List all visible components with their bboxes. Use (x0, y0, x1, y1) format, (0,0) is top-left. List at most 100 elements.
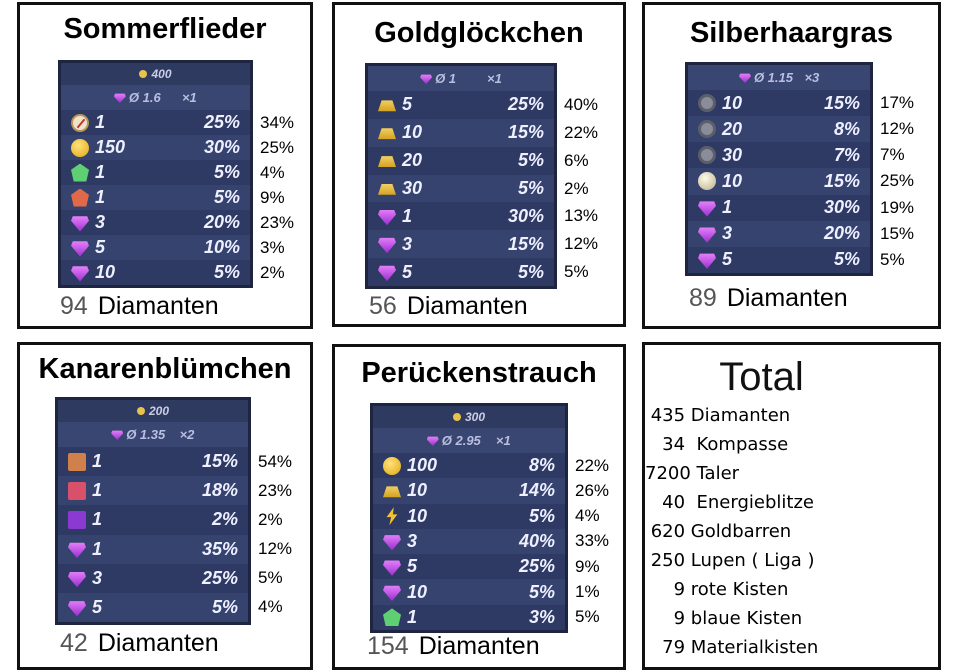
observed-percentage: 17% (880, 93, 915, 113)
reward-chance: 5% (517, 261, 544, 282)
reward-chance: 18% (201, 480, 238, 501)
reward-row: 20 8% 12% (688, 116, 914, 143)
gem-icon (426, 436, 439, 446)
reward-amount: 5 (407, 556, 418, 577)
reward-row: 10 14% 26% (373, 478, 609, 504)
observed-percentage: 5% (575, 607, 600, 627)
reward-amount: 10 (407, 505, 428, 526)
observed-percentage: 3% (260, 237, 285, 257)
multiplier: ×2 (179, 427, 195, 442)
coin-icon (139, 70, 148, 78)
observed-percentage: 9% (575, 556, 600, 576)
reward-row: 10 5% 2% (61, 260, 285, 285)
reward-chance: 5% (517, 150, 544, 171)
reward-row: 1 3% 5% (373, 604, 600, 630)
reward-row: 5 5% 5% (368, 258, 589, 287)
diamond-count: 42 (60, 629, 88, 657)
drop-table: 200 Ø 1.35 ×2 1 15% 54% 1 18% 23% 1 2% 2% 1 35% 12% 3 25… (55, 397, 292, 625)
observed-percentage: 25% (260, 137, 295, 157)
observed-percentage: 22% (564, 122, 599, 142)
reward-amount: 3 (95, 212, 106, 232)
reward-amount: 5 (722, 249, 733, 270)
average-value: Ø 1.15 (753, 70, 793, 85)
reward-amount: 5 (92, 596, 103, 617)
observed-percentage: 4% (258, 597, 283, 617)
reward-amount: 1 (92, 451, 103, 472)
reward-row: 30 7% 7% (688, 142, 905, 169)
observed-percentage: 2% (258, 509, 283, 529)
observed-percentage: 12% (880, 119, 915, 139)
reward-chance: 25% (201, 567, 238, 588)
reward-amount: 5 (402, 94, 413, 115)
observed-percentage: 4% (260, 162, 285, 182)
diamond-label: Diamanten (726, 284, 848, 312)
reward-amount: 1 (92, 509, 103, 530)
gem-icon (111, 430, 124, 440)
reward-chance: 20% (203, 212, 240, 232)
reward-chance: 14% (518, 480, 555, 501)
bolt-icon (386, 507, 398, 526)
reward-amount: 3 (402, 233, 413, 254)
reward-row: 5 10% 3% (61, 235, 285, 260)
observed-percentage: 12% (258, 539, 293, 559)
reward-rows: 1 15% 54% 1 18% 23% 1 2% 2% 1 35% 12% 3 25% 5% 5 5% 4% (58, 447, 292, 623)
total-item-lupen: 250 Lupen ( Liga ) (645, 550, 815, 571)
reward-chance: 5% (833, 249, 860, 270)
cost-value: 400 (151, 67, 172, 81)
reward-amount: 20 (402, 150, 423, 171)
gem-icon (383, 535, 401, 551)
average-diamonds: Ø 1.15 (738, 70, 793, 85)
average-value: Ø 1 (435, 71, 457, 86)
observed-percentage: 23% (258, 480, 293, 500)
reward-row: 5 25% 40% (368, 91, 598, 119)
reward-chance: 3% (528, 606, 555, 627)
reward-rows: 100 8% 22% 10 14% 26% 10 5% 4% 3 40% 33% 5 25% 9% 10 5% 1… (373, 453, 609, 630)
reward-row: 10 5% 1% (373, 579, 600, 605)
gem-icon (738, 73, 751, 83)
panel-goldgloeckchen: Goldglöckchen Ø 1 ×1 5 25% 40% 10 15% 22% 20 5% 6% 3… (332, 2, 626, 327)
panel-title: Kanarenblümchen (38, 353, 292, 385)
total-item-goldbarren: 620 Goldbarren (645, 521, 792, 542)
diamond-label: Diamanten (418, 632, 540, 660)
average-row: Ø 1 ×1 (368, 66, 554, 91)
panel-title: Goldglöckchen (374, 17, 584, 49)
gem-icon (698, 253, 716, 269)
diamond-count: 89 (689, 284, 717, 312)
reward-amount: 10 (722, 92, 743, 113)
reward-rows: 1 25% 34% 150 30% 25% 1 5% 4% 1 5% 9% 3 20% 23% 5 10% 3% 1… (61, 110, 294, 285)
reward-row: 3 20% 15% (688, 220, 914, 247)
reward-chance: 30% (203, 137, 240, 157)
total-item-taler: 7200 Taler (645, 463, 740, 484)
reward-amount: 1 (407, 606, 418, 627)
drop-table: Ø 1 ×1 5 25% 40% 10 15% 22% 20 5% 6% 30 5% 2% 1 30% 13% 3… (365, 63, 598, 289)
coin-icon (383, 456, 401, 475)
observed-percentage: 5% (880, 249, 905, 269)
gem-icon (383, 585, 401, 602)
drop-table: Ø 1.15 ×3 10 15% 17% 20 8% 12% 30 7% 7% 10 15% 25% 1 30… (685, 62, 914, 276)
reward-amount: 3 (407, 530, 418, 551)
bar-icon (378, 156, 396, 167)
reward-row: 150 30% 25% (61, 135, 294, 160)
coin-icon (452, 413, 461, 421)
chest-purple-icon (68, 510, 86, 529)
observed-percentage: 4% (575, 506, 600, 526)
gem-icon (71, 241, 89, 257)
observed-percentage: 15% (880, 223, 915, 243)
average-row: Ø 1.6 ×1 (61, 85, 250, 110)
reward-chance: 15% (507, 122, 544, 143)
total-item-materialkisten: 79 Materialkisten (645, 637, 819, 658)
reward-chance: 15% (507, 233, 544, 254)
average-row: Ø 1.35 ×2 (58, 422, 248, 447)
gem-icon (378, 265, 396, 282)
observed-percentage: 23% (260, 212, 295, 232)
reward-amount: 10 (95, 262, 116, 282)
multiplier: ×1 (487, 71, 502, 86)
reward-row: 1 35% 12% (58, 534, 292, 564)
cost-row: 200 (58, 400, 248, 422)
reward-amount: 10 (407, 581, 428, 602)
reward-amount: 1 (92, 480, 103, 501)
reward-chance: 5% (213, 187, 240, 207)
average-row: Ø 1.15 ×3 (688, 65, 870, 90)
diamond-label: Diamanten (406, 292, 528, 320)
reward-row: 1 2% 2% (58, 505, 283, 535)
